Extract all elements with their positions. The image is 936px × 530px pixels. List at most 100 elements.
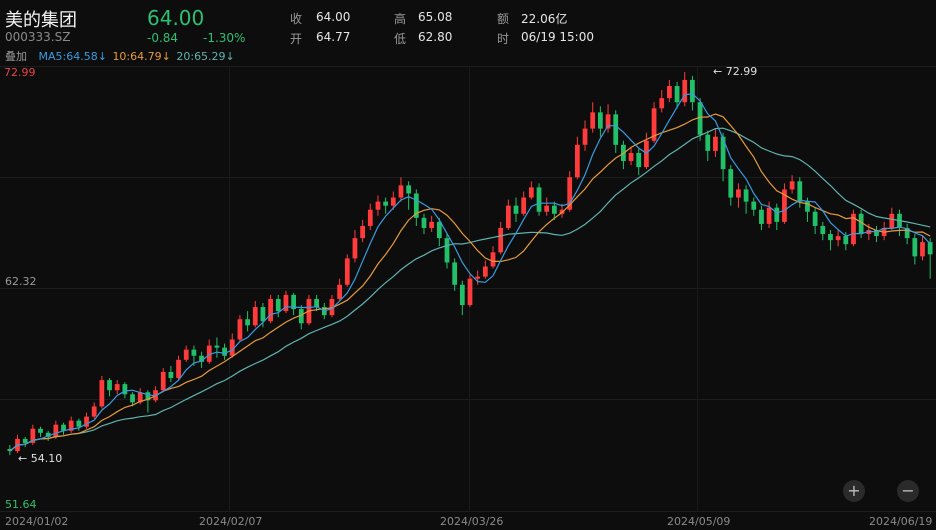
candle-body	[851, 213, 856, 245]
candle-body	[291, 294, 296, 310]
candle-body	[874, 229, 879, 237]
grid-line	[0, 177, 936, 178]
ma5-line	[9, 93, 931, 452]
x-axis-label: 2024/01/02	[5, 515, 69, 528]
ma20-value: 20:65.29↓	[176, 50, 235, 63]
candle-body	[314, 298, 319, 308]
candle-body	[751, 201, 757, 210]
candle-body	[7, 449, 13, 452]
candle-body	[160, 371, 166, 391]
candle-body	[736, 189, 741, 198]
x-axis-label: 2024/05/09	[667, 515, 731, 528]
close-label: 收	[290, 12, 303, 26]
candle-body	[298, 309, 304, 324]
candle-body	[237, 319, 243, 340]
candle-body	[214, 345, 220, 348]
ma10-value: 10:64.79↓	[112, 50, 171, 63]
candle-body	[705, 134, 711, 151]
candle-body	[260, 307, 266, 322]
zoom-out-button[interactable]: −	[897, 480, 919, 502]
open-label: 开	[290, 32, 303, 46]
candle-body	[22, 438, 28, 443]
ma-legend: 叠加 MA5:64.58↓ 10:64.79↓ 20:65.29↓	[5, 48, 237, 63]
low-label: 低	[394, 32, 407, 46]
price-change-percent: -1.30%	[203, 31, 246, 45]
candle-body	[505, 205, 511, 228]
candle-body	[521, 197, 527, 214]
y-axis-low: 51.64	[5, 498, 37, 511]
grid-line	[0, 66, 936, 67]
candle-body	[482, 266, 488, 277]
candle-body	[498, 227, 504, 253]
candle-body	[176, 359, 181, 379]
candle-body	[728, 169, 734, 198]
candle-body	[398, 185, 404, 198]
close-value: 64.00	[316, 10, 351, 24]
candle-body	[76, 420, 82, 427]
candle-body	[268, 298, 273, 322]
zoom-in-button[interactable]: +	[843, 480, 865, 502]
candle-body	[84, 416, 89, 427]
min-annotation: ← 54.10	[18, 452, 63, 465]
candle-body	[820, 225, 826, 235]
candle-body	[145, 392, 151, 401]
high-value: 65.08	[418, 10, 453, 24]
candle-body	[283, 294, 289, 312]
candle-body	[68, 420, 74, 431]
candle-body	[452, 262, 458, 285]
min-annotation-value: 54.10	[30, 452, 63, 465]
candle-body	[360, 225, 366, 239]
candle-body	[337, 284, 342, 299]
overlay-button[interactable]: 叠加	[5, 50, 27, 63]
candle-body	[598, 112, 603, 129]
candle-body	[252, 307, 258, 326]
time-value: 06/19 15:00	[521, 30, 594, 44]
candle-body	[690, 79, 695, 103]
price-change: -0.84	[147, 31, 179, 45]
candle-body	[38, 428, 43, 433]
candle-body	[206, 345, 212, 362]
candle-body	[590, 112, 596, 129]
candle-body	[53, 424, 59, 437]
candle-body	[168, 371, 174, 379]
candle-body	[812, 211, 818, 226]
candle-body	[789, 181, 795, 190]
candle-body	[99, 380, 105, 407]
candle-body	[429, 221, 435, 228]
candle-body	[713, 136, 718, 151]
grid-line	[229, 66, 230, 512]
candle-body	[245, 319, 250, 326]
candle-body	[222, 347, 227, 356]
candle-body	[766, 207, 772, 224]
grid-line	[0, 399, 936, 400]
candle-body	[475, 276, 481, 279]
grid-line	[697, 66, 698, 512]
candle-body	[889, 213, 895, 228]
candle-body	[191, 349, 197, 356]
candle-body	[536, 187, 542, 212]
candle-body	[467, 278, 473, 306]
max-annotation: ← 72.99	[713, 65, 758, 78]
candle-body	[413, 193, 419, 218]
amount-label: 额	[497, 12, 510, 26]
open-value: 64.77	[316, 30, 351, 44]
grid-line	[0, 511, 936, 512]
x-axis-label: 2024/02/07	[199, 515, 263, 528]
last-price: 64.00	[147, 6, 205, 30]
candle-body	[390, 197, 396, 206]
candle-body	[329, 298, 335, 316]
candle-body	[544, 205, 550, 212]
candle-body	[774, 207, 780, 222]
candle-body	[720, 136, 726, 170]
candle-body	[628, 152, 634, 162]
candle-body	[436, 221, 442, 239]
candle-body	[636, 152, 642, 168]
candle-body	[605, 114, 611, 129]
time-label: 时	[497, 32, 510, 46]
max-annotation-value: 72.99	[725, 65, 758, 78]
candle-body	[367, 209, 373, 226]
candle-body	[107, 380, 112, 391]
candle-body	[122, 384, 128, 395]
candle-body	[828, 234, 833, 241]
